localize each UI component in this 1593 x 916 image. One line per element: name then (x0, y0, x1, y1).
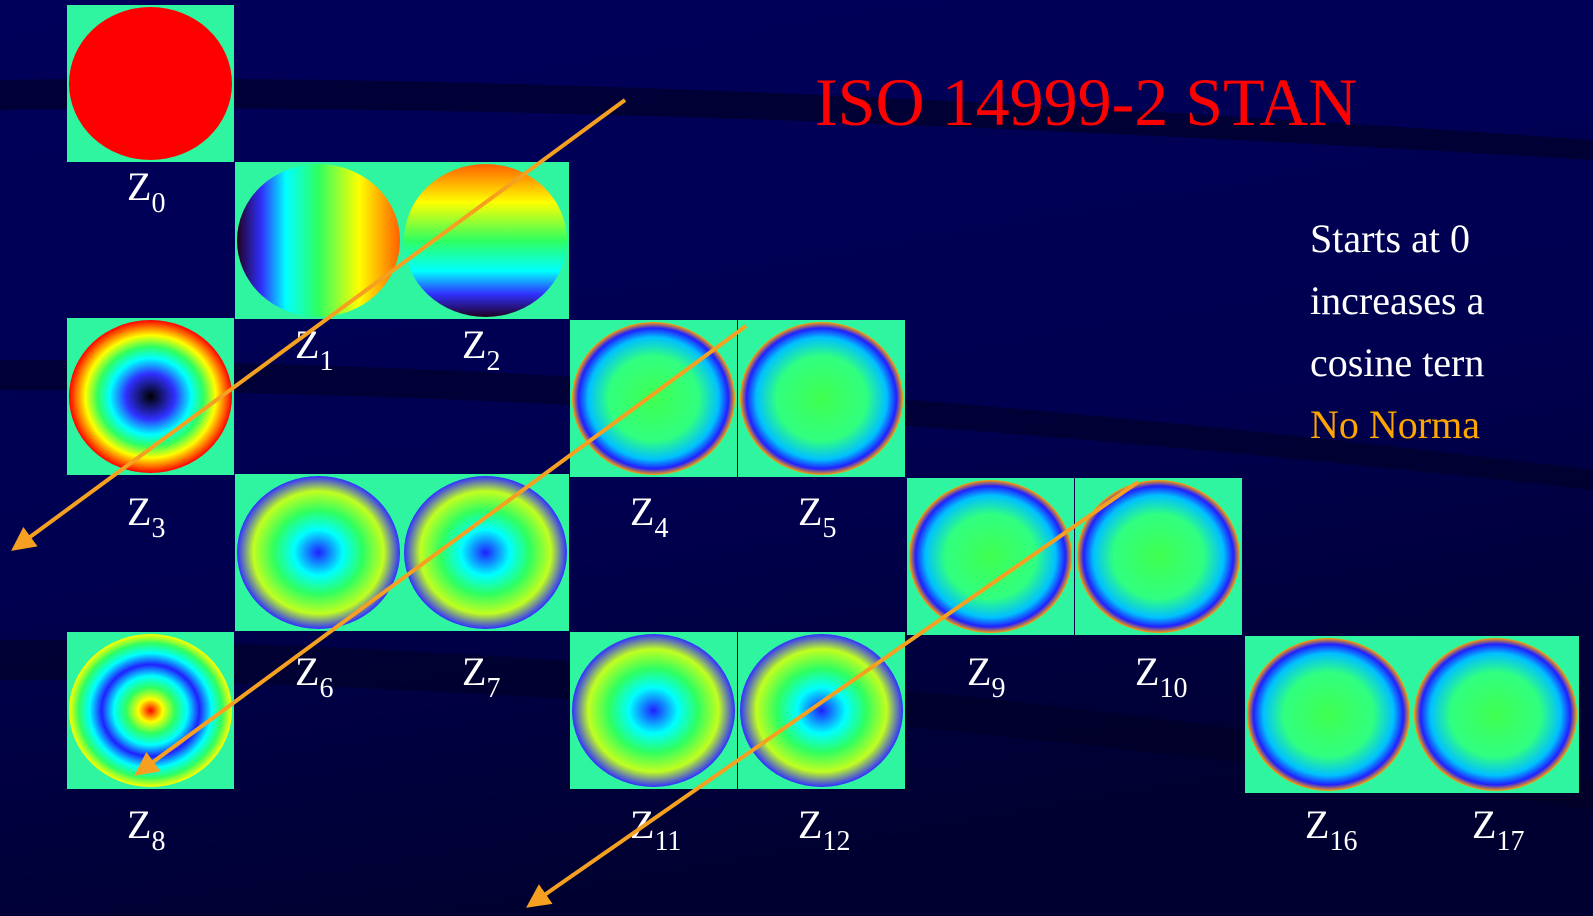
zernike-map (237, 164, 400, 317)
label-letter: Z (127, 164, 151, 209)
zernike-map (909, 480, 1072, 633)
label-index: 16 (1329, 826, 1357, 857)
label-index: 17 (1496, 826, 1524, 857)
zernike-map (572, 322, 735, 475)
title: ISO 14999-2 STAN (815, 64, 1357, 140)
label-index: 10 (1159, 673, 1187, 704)
zernike-map (69, 7, 232, 160)
label-index: 6 (319, 673, 333, 704)
label-index: 8 (151, 826, 165, 857)
label-letter: Z (1472, 802, 1496, 847)
label-letter: Z (630, 489, 654, 534)
note: cosine tern (1310, 340, 1484, 385)
label-letter: Z (1135, 649, 1159, 694)
zernike-map (404, 476, 567, 629)
label-index: 3 (151, 513, 165, 544)
label-index: 4 (654, 513, 668, 544)
zernike-map (1247, 638, 1410, 791)
zernike-map (740, 322, 903, 475)
label-index: 5 (822, 513, 836, 544)
label-index: 1 (319, 346, 333, 377)
label-index: 0 (151, 188, 165, 219)
zernike-map (572, 634, 735, 787)
label-letter: Z (798, 489, 822, 534)
zernike-map (237, 476, 400, 629)
label-letter: Z (1305, 802, 1329, 847)
note-highlight: No Norma (1310, 402, 1480, 447)
label-letter: Z (462, 322, 486, 367)
label-index: 12 (822, 826, 850, 857)
label-letter: Z (127, 802, 151, 847)
zernike-map (404, 164, 567, 317)
zernike-map (740, 634, 903, 787)
zernike-map (1077, 480, 1240, 633)
label-letter: Z (462, 649, 486, 694)
note: Starts at 0 (1310, 216, 1470, 261)
label-index: 9 (991, 673, 1005, 704)
label-index: 11 (654, 826, 681, 857)
note: increases a (1310, 278, 1485, 323)
label-letter: Z (127, 489, 151, 534)
zernike-map (1414, 638, 1577, 791)
slide: Z0Z1Z2Z3Z4Z5Z6Z7Z8Z9Z10Z11Z12Z16Z17 ISO … (0, 0, 1593, 916)
label-index: 7 (486, 673, 500, 704)
label-letter: Z (798, 802, 822, 847)
label-index: 2 (486, 346, 500, 377)
label-letter: Z (967, 649, 991, 694)
